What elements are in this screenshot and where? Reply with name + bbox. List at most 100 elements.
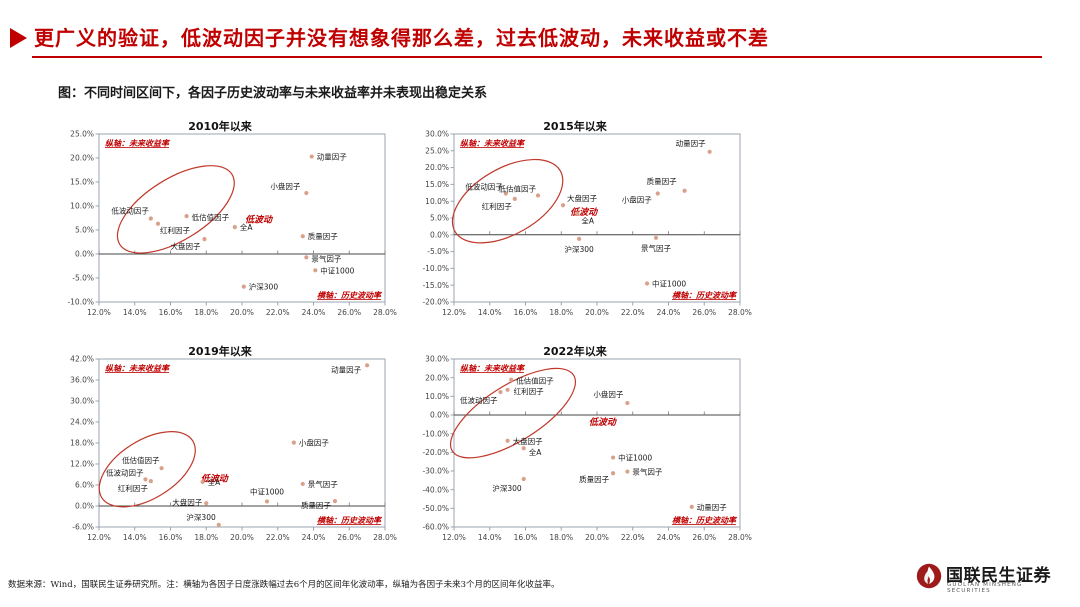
svg-text:纵轴：未来收益率: 纵轴：未来收益率 — [460, 363, 526, 373]
logo-text-en: GUOLIAN MINSHENG SECURITIES — [947, 582, 1023, 594]
chart-panel-2010: 2010年以来 25.0% 20.0% 15.0% 10.0% 5.0% 0.0% -5.0… — [45, 118, 396, 333]
svg-text:0.0%: 0.0% — [430, 230, 449, 239]
svg-text:28.0%: 28.0% — [728, 308, 752, 317]
company-logo: 国联民生证券 GUOLIAN MINSHENG SECURITIES — [916, 561, 1068, 595]
svg-text:-60.0%: -60.0% — [422, 523, 449, 532]
chart-title: 2019年以来 — [188, 345, 252, 358]
svg-text:低波动: 低波动 — [245, 214, 274, 225]
svg-text:-20.0%: -20.0% — [422, 298, 449, 307]
svg-text:-10.0%: -10.0% — [422, 429, 449, 438]
svg-text:20.0%: 20.0% — [70, 154, 94, 163]
svg-text:-40.0%: -40.0% — [422, 485, 449, 494]
svg-text:20.0%: 20.0% — [230, 533, 254, 542]
svg-text:低波动因子: 低波动因子 — [465, 181, 503, 191]
svg-text:12.0%: 12.0% — [87, 533, 111, 542]
svg-text:沪深300: 沪深300 — [564, 244, 594, 254]
svg-text:28.0%: 28.0% — [728, 533, 752, 542]
svg-text:10.0%: 10.0% — [425, 197, 449, 206]
svg-text:动量因子: 动量因子 — [331, 364, 361, 374]
svg-text:30.0%: 30.0% — [425, 130, 449, 139]
svg-text:小盘因子: 小盘因子 — [270, 181, 300, 191]
chart-title: 2022年以来 — [543, 345, 607, 358]
svg-text:低波动: 低波动 — [589, 417, 618, 428]
svg-text:低估值因子: 低估值因子 — [122, 455, 160, 465]
svg-text:低估值因子: 低估值因子 — [499, 183, 537, 193]
svg-text:-5.0%: -5.0% — [72, 274, 94, 283]
svg-text:18.0%: 18.0% — [194, 308, 218, 317]
svg-text:低波动因子: 低波动因子 — [106, 467, 144, 477]
svg-text:-20.0%: -20.0% — [422, 448, 449, 457]
chart-panel-2015: 2015年以来 30.0% 25.0% 20.0% 15.0% 10.0% 5.0% 0.0… — [400, 118, 752, 333]
svg-text:质量因子: 质量因子 — [308, 231, 338, 241]
svg-text:横轴：历史波动率: 横轴：历史波动率 — [672, 515, 738, 525]
svg-text:14.0%: 14.0% — [123, 533, 147, 542]
svg-text:-10.0%: -10.0% — [422, 264, 449, 273]
svg-text:全A: 全A — [208, 477, 221, 487]
svg-text:24.0%: 24.0% — [302, 533, 326, 542]
svg-text:24.0%: 24.0% — [302, 308, 326, 317]
svg-text:动量因子: 动量因子 — [697, 502, 727, 512]
svg-text:沪深300: 沪深300 — [492, 483, 522, 493]
svg-text:大盘因子: 大盘因子 — [513, 436, 543, 446]
svg-text:20.0%: 20.0% — [425, 373, 449, 382]
chart-panel-2022: 2022年以来 30.0% 20.0% 10.0% 0.0% -10.0% -20.0% -… — [400, 343, 752, 558]
svg-text:全A: 全A — [529, 447, 542, 457]
svg-text:28.0%: 28.0% — [373, 533, 397, 542]
svg-text:12.0%: 12.0% — [442, 308, 466, 317]
svg-text:5.0%: 5.0% — [75, 226, 94, 235]
svg-text:0.0%: 0.0% — [75, 250, 94, 259]
chart-title: 2010年以来 — [188, 120, 252, 133]
svg-text:沪深300: 沪深300 — [249, 282, 279, 292]
scatter-plot-2015: 30.0% 25.0% 20.0% 15.0% 10.0% 5.0% 0.0% -5.0% -1… — [422, 130, 752, 317]
page-title: 更广义的验证，低波动因子并没有想象得那么差，过去低波动，未来收益或不差 — [34, 26, 769, 50]
svg-text:红利因子: 红利因子 — [514, 386, 544, 396]
svg-text:24.0%: 24.0% — [657, 533, 681, 542]
svg-text:36.0%: 36.0% — [70, 376, 94, 385]
svg-text:6.0%: 6.0% — [75, 481, 94, 490]
svg-text:景气因子: 景气因子 — [311, 253, 341, 263]
figure-caption: 图：不同时间区间下，各因子历史波动率与未来收益率并未表现出稳定关系 — [58, 86, 488, 101]
svg-text:12.0%: 12.0% — [87, 308, 111, 317]
svg-text:小盘因子: 小盘因子 — [299, 438, 329, 448]
svg-text:25.0%: 25.0% — [70, 130, 94, 139]
svg-text:26.0%: 26.0% — [337, 533, 361, 542]
svg-text:10.0%: 10.0% — [70, 202, 94, 211]
svg-text:22.0%: 22.0% — [266, 308, 290, 317]
chart-title: 2015年以来 — [543, 120, 607, 133]
svg-text:景气因子: 景气因子 — [641, 243, 671, 253]
svg-text:低估值因子: 低估值因子 — [192, 212, 230, 222]
svg-text:全A: 全A — [581, 215, 594, 225]
svg-text:-10.0%: -10.0% — [67, 298, 94, 307]
svg-text:0.0%: 0.0% — [430, 411, 449, 420]
chart-panel-2019: 2019年以来 42.0% 36.0% 30.0% 24.0% 18.0% 12.0% 6.… — [45, 343, 397, 558]
svg-text:纵轴：未来收益率: 纵轴：未来收益率 — [460, 138, 526, 148]
svg-text:质量因子: 质量因子 — [647, 176, 677, 186]
svg-text:低波动因子: 低波动因子 — [460, 395, 498, 405]
svg-text:-6.0%: -6.0% — [72, 523, 94, 532]
svg-text:大盘因子: 大盘因子 — [170, 241, 200, 251]
svg-text:纵轴：未来收益率: 纵轴：未来收益率 — [105, 138, 171, 148]
svg-text:18.0%: 18.0% — [549, 533, 573, 542]
svg-text:中证1000: 中证1000 — [618, 453, 652, 463]
svg-text:-50.0%: -50.0% — [422, 504, 449, 513]
scatter-plot-2010: 25.0%20.0%15.0%10.0%5.0%0.0%-5.0%-10.0%1… — [67, 130, 396, 317]
svg-text:小盘因子: 小盘因子 — [622, 194, 652, 204]
svg-text:大盘因子: 大盘因子 — [172, 497, 202, 507]
svg-text:12.0%: 12.0% — [70, 460, 94, 469]
scatter-plot-2022: 30.0% 20.0% 10.0% 0.0% -10.0% -20.0% -30.0% -40… — [422, 355, 752, 542]
svg-text:22.0%: 22.0% — [621, 308, 645, 317]
svg-text:中证1000: 中证1000 — [250, 486, 284, 496]
svg-text:低波动因子: 低波动因子 — [111, 205, 149, 215]
svg-text:12.0%: 12.0% — [442, 533, 466, 542]
svg-text:全A: 全A — [240, 222, 253, 232]
svg-text:沪深300: 沪深300 — [186, 512, 216, 522]
svg-text:24.0%: 24.0% — [70, 418, 94, 427]
header-divider — [32, 56, 1042, 58]
svg-text:18.0%: 18.0% — [70, 439, 94, 448]
svg-text:低波动: 低波动 — [201, 473, 230, 484]
svg-text:-5.0%: -5.0% — [427, 247, 449, 256]
svg-text:24.0%: 24.0% — [657, 308, 681, 317]
svg-text:18.0%: 18.0% — [194, 533, 218, 542]
svg-text:中证1000: 中证1000 — [652, 279, 686, 289]
